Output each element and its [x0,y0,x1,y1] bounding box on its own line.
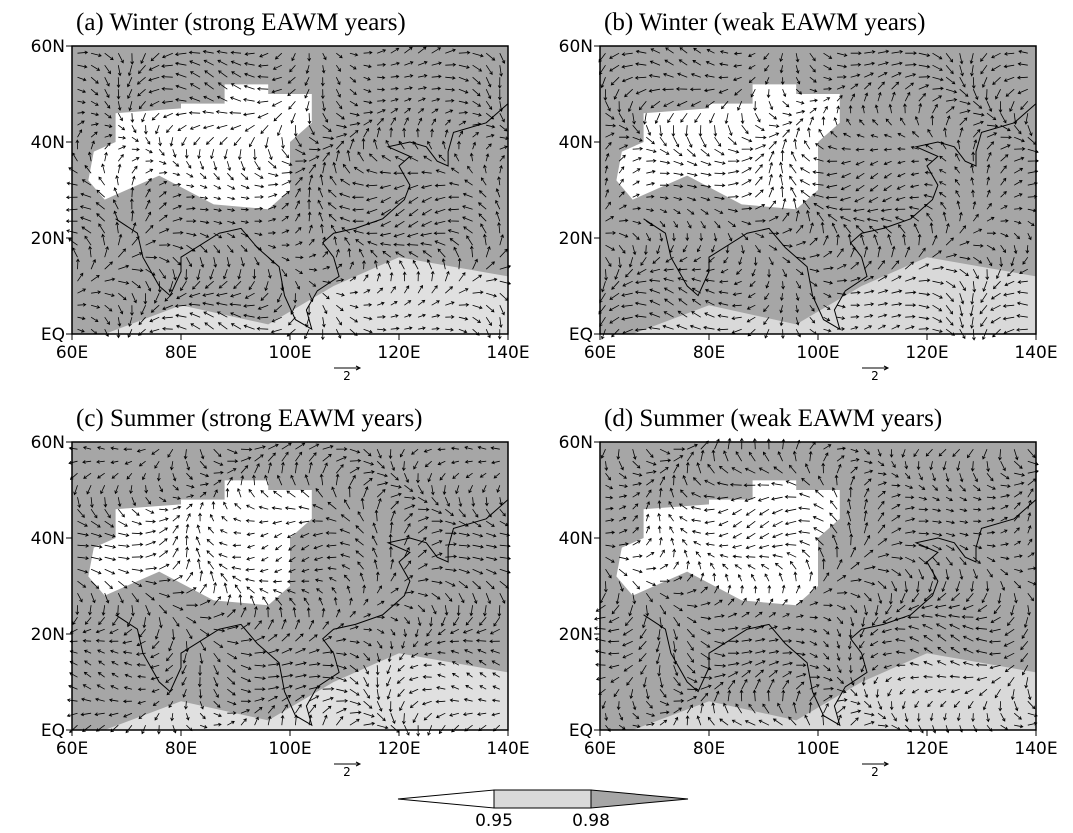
lon-label: 100E [268,739,311,759]
lat-label: EQ [569,325,593,345]
reference-label: 2 [871,369,879,383]
colorbar-high [591,790,688,808]
reference-label: 2 [343,369,351,383]
map-panel: (c) Summer (strong EAWM years) 60N 40N 20N E… [31,405,530,779]
map-panel: (d) Summer (weak EAWM years) 60N 40N 20N EQ6… [559,405,1058,779]
panel-title: (d) Summer (weak EAWM years) [604,405,942,432]
lon-label: 80E [165,343,197,363]
lon-label: 120E [377,343,420,363]
lon-label: 80E [165,739,197,759]
lon-label: 140E [1014,343,1057,363]
lat-label: 40N [31,529,65,549]
lat-label: EQ [569,721,593,741]
lon-label: 80E [693,343,725,363]
lon-label: 60E [56,739,88,759]
colorbar: 0.95 0.98 [398,790,688,831]
lat-label: 40N [559,529,593,549]
panels: (a) Winter (strong EAWM years) 60N 40N 20N E… [31,9,1058,779]
lon-label: 60E [584,343,616,363]
lon-label: 120E [377,739,420,759]
panel-title: (c) Summer (strong EAWM years) [76,405,423,432]
lon-label: 100E [796,739,839,759]
lon-label: 120E [905,739,948,759]
colorbar-label: 0.95 [475,811,513,831]
lat-label: 60N [31,37,65,57]
colorbar-label: 0.98 [572,811,610,831]
lon-label: 60E [584,739,616,759]
lon-label: 140E [1014,739,1057,759]
lon-label: 120E [905,343,948,363]
lat-label: 60N [31,433,65,453]
lon-label: 100E [796,343,839,363]
panel-title: (a) Winter (strong EAWM years) [76,9,406,36]
lat-label: 20N [31,625,65,645]
lon-label: 100E [268,343,311,363]
lon-label: 60E [56,343,88,363]
lat-label: 60N [559,37,593,57]
panel-title: (b) Winter (weak EAWM years) [604,9,925,36]
lat-label: 20N [559,229,593,249]
lat-label: EQ [41,721,65,741]
map-panel: (b) Winter (weak EAWM years) 60N 40N 20N EQ6… [559,9,1058,383]
reference-label: 2 [343,765,351,779]
colorbar-mid [494,790,591,808]
lat-label: 40N [559,133,593,153]
lon-label: 140E [486,343,529,363]
lat-label: 40N [31,133,65,153]
lat-label: 20N [31,229,65,249]
lat-label: 20N [559,625,593,645]
lat-label: 60N [559,433,593,453]
colorbar-low [398,790,494,808]
reference-label: 2 [871,765,879,779]
lon-label: 80E [693,739,725,759]
lon-label: 140E [486,739,529,759]
map-panel: (a) Winter (strong EAWM years) 60N 40N 20N E… [31,9,530,383]
lat-label: EQ [41,325,65,345]
